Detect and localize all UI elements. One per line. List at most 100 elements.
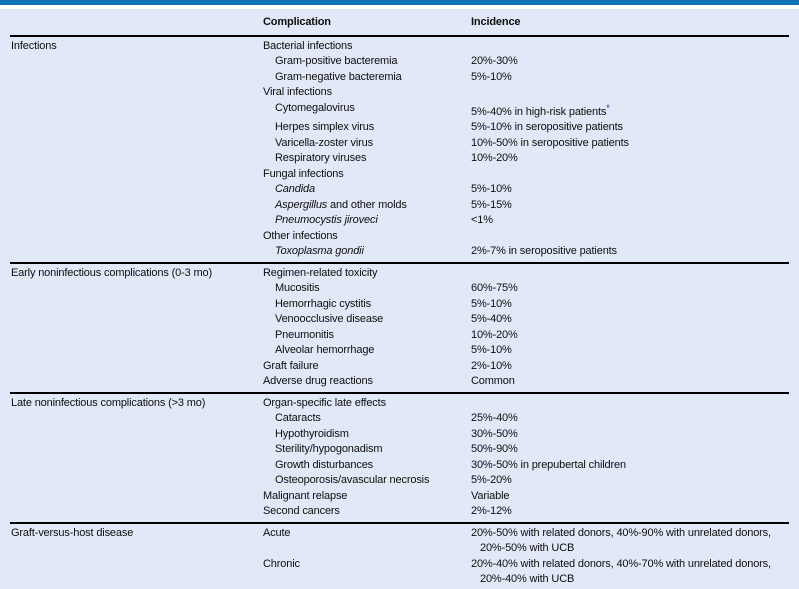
complication-italic-name: Aspergillus [275,198,328,211]
column-header-complication: Complication [263,16,331,28]
complication-cell: Venoocclusive disease [275,313,384,325]
table-row: Fungal infections [10,167,789,183]
incidence-cell: 5%-10% [471,344,512,356]
incidence-cell: 2%-7% in seropositive patients [471,245,617,257]
incidence-cell [470,396,789,412]
complication-cell: Aspergillus and other molds [275,198,407,211]
category-cell [10,213,262,229]
complication-cell: Adverse drug reactions [263,375,373,387]
complication-cell: Herpes simplex virus [275,121,375,133]
complication-cell: Fungal infections [263,167,344,180]
table-row: Aspergillus and other molds 5%-15% [10,198,789,214]
complication-cell: Cytomegalovirus [275,101,355,114]
table-row: Herpes simplex virus 5%-10% in seropositi… [10,120,789,136]
table-row: Early noninfectious complications (0-3 m… [10,266,789,282]
complication-italic-name: Toxoplasma gondii [275,245,364,257]
complication-cell: Osteoporosis/avascular necrosis [275,474,430,486]
table-row: Cataracts 25%-40% [10,411,789,427]
incidence-cell: Common [471,375,515,387]
table-body: Infections Bacterial infections Gram-posit… [10,37,789,589]
incidence-cell: 20%-50% with related donors, 40%-90% wit… [470,526,789,557]
incidence-continuation-line: 20%-40% with UCB [480,573,575,585]
category-cell [10,281,262,297]
incidence-cell: 5%-10% [471,183,512,195]
category-cell [10,70,262,86]
category-cell [10,328,262,344]
incidence-cell: <1% [471,214,493,226]
table-row: Sterility/hypogonadism 50%-90% [10,442,789,458]
incidence-cell: 30%-50% in prepubertal children [471,458,626,471]
complications-table: Complication Incidence Infections Bacteri… [10,9,789,589]
incidence-cell: 5%-10% [471,70,512,83]
category-cell: Early noninfectious complications (0-3 m… [11,266,212,279]
complication-cell: Respiratory viruses [275,152,367,164]
complication-cell: Pneumocystis jiroveci [262,213,470,229]
incidence-cell [470,39,789,55]
category-cell: Graft-versus-host disease [11,526,134,539]
table-row: Cytomegalovirus 5%-40% in high-risk patie… [10,101,789,121]
table-row: Graft-versus-host disease Acute 20%-50% wi… [10,526,789,557]
incidence-cell [470,167,789,183]
complication-cell: Acute [263,526,291,539]
complication-cell: Graft failure [263,359,319,372]
complication-cell: Growth disturbances [275,458,374,471]
category-cell [10,151,262,167]
complication-italic-name: Candida [275,183,315,195]
complication-cell: Second cancers [263,505,340,517]
complication-cell: Malignant relapse [263,489,348,502]
category-column-header [10,15,262,31]
incidence-cell: Variable [471,489,510,502]
column-header-incidence: Incidence [471,16,521,28]
incidence-cell: 5%-20% [471,474,512,486]
category-cell [10,229,262,245]
table-row: Hemorrhagic cystitis 5%-10% [10,297,789,313]
category-cell [10,54,262,70]
table-row: Pneumocystis jiroveci <1% [10,213,789,229]
complication-cell: Varicella-zoster virus [275,136,373,149]
table-row: Venoocclusive disease 5%-40% [10,312,789,328]
category-cell [10,312,262,328]
section: Early noninfectious complications (0-3 m… [10,261,789,392]
complication-cell: Candida [262,182,470,198]
incidence-cell: 5%-15% [471,198,512,211]
table-row: Chronic 20%-40% with related donors, 40%-… [10,557,789,588]
complication-cell: Chronic [263,557,300,570]
category-cell [10,442,262,458]
table-row: Varicella-zoster virus 10%-50% in seropos… [10,136,789,152]
complication-cell: Regimen-related toxicity [263,266,378,279]
complication-cell: Gram-positive bacteremia [275,55,398,67]
section: Late noninfectious complications (>3 mo)… [10,391,789,522]
incidence-cell: 20%-30% [471,55,518,67]
category-cell [10,101,262,121]
section: Graft-versus-host disease Acute 20%-50% wi… [10,521,789,589]
category-cell: Infections [11,39,57,52]
category-cell [10,167,262,183]
incidence-line: 20%-40% with related donors, 40%-70% wit… [471,557,771,570]
section: Infections Bacterial infections Gram-posit… [10,37,789,262]
complication-cell: Alveolar hemorrhage [275,344,375,356]
category-cell [10,244,262,260]
table-row: Viral infections [10,85,789,101]
complication-cell: Other infections [263,229,338,242]
complication-cell: Cataracts [275,412,321,424]
table-row: Malignant relapse Variable [10,489,789,505]
category-cell [10,374,262,390]
category-cell [10,343,262,359]
footnote-asterisk: * [606,102,610,113]
table-row: Adverse drug reactions Common [10,374,789,390]
table-sheet: Complication Incidence Infections Bacteri… [0,9,799,589]
table-row: Gram-positive bacteremia 20%-30% [10,54,789,70]
incidence-cell: 2%-10% [471,359,512,372]
incidence-cell: 5%-40% in high-risk patients* [471,102,610,118]
category-cell [10,85,262,101]
category-cell [10,427,262,443]
complication-cell: Pneumonitis [275,328,334,341]
category-cell [10,489,262,505]
table-row: Graft failure 2%-10% [10,359,789,375]
table-row: Respiratory viruses 10%-20% [10,151,789,167]
incidence-cell: 5%-10% in seropositive patients [471,121,623,133]
complication-cell: Gram-negative bacteremia [275,70,402,83]
incidence-cell: 5%-40% [471,313,512,325]
incidence-cell: 25%-40% [471,412,518,424]
table-row: Other infections [10,229,789,245]
